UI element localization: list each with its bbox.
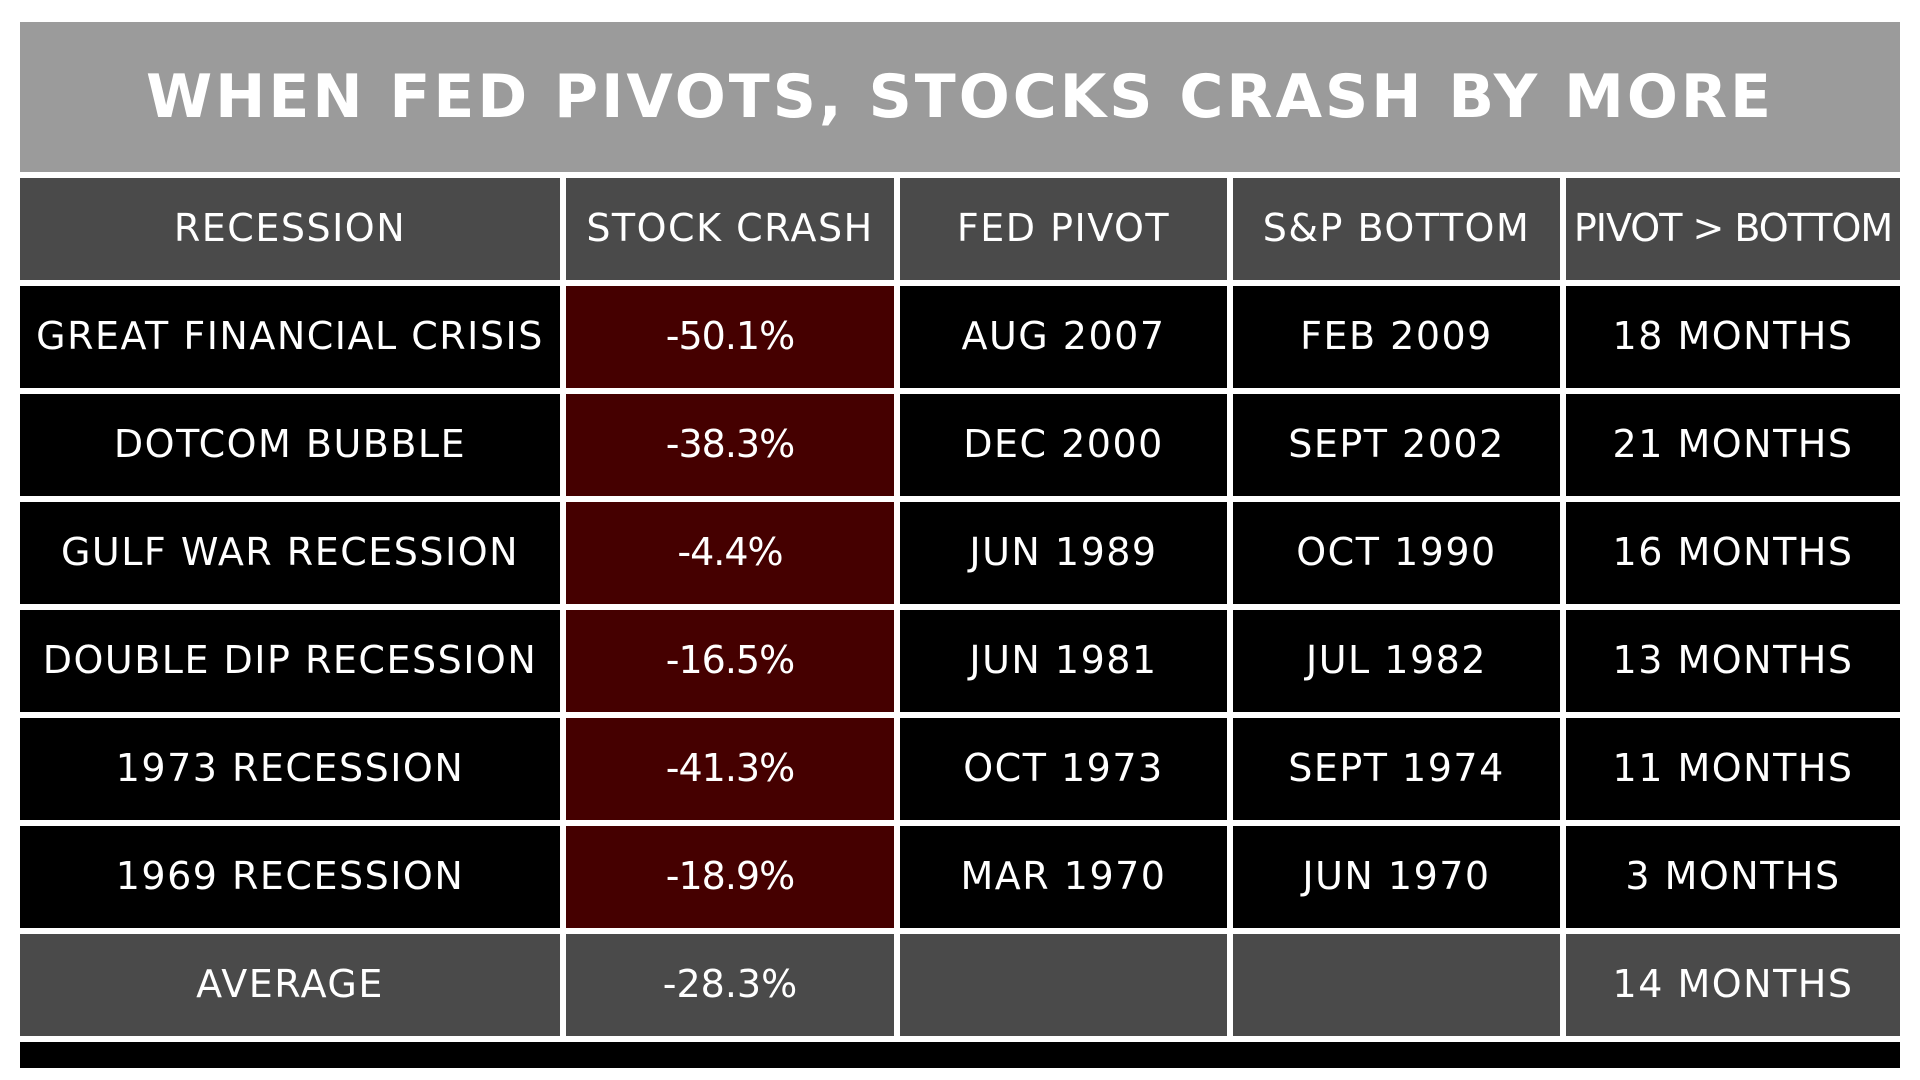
header-sp-bottom: S&P BOTTOM — [1233, 178, 1560, 280]
footer-bar — [20, 1042, 1900, 1068]
header-stock-crash: STOCK CRASH — [566, 178, 894, 280]
stock-crash-cell: -4.4% — [566, 502, 894, 604]
recession-cell: 1969 RECESSION — [20, 826, 560, 928]
average-stock-crash: -28.3% — [566, 934, 894, 1036]
fed-pivot-cell: MAR 1970 — [900, 826, 1227, 928]
recession-cell: 1973 RECESSION — [20, 718, 560, 820]
recession-cell: GREAT FINANCIAL CRISIS — [20, 286, 560, 388]
page-title: WHEN FED PIVOTS, STOCKS CRASH BY MORE — [20, 22, 1900, 172]
fed-pivot-cell: JUN 1989 — [900, 502, 1227, 604]
header-pivot-to-bottom: PIVOT > BOTTOM — [1566, 178, 1900, 280]
pivot-to-bottom-cell: 11 MONTHS — [1566, 718, 1900, 820]
fed-pivot-cell: AUG 2007 — [900, 286, 1227, 388]
sp-bottom-cell: SEPT 1974 — [1233, 718, 1560, 820]
average-label: AVERAGE — [20, 934, 560, 1036]
pivot-to-bottom-cell: 3 MONTHS — [1566, 826, 1900, 928]
sp-bottom-cell: FEB 2009 — [1233, 286, 1560, 388]
stock-crash-cell: -50.1% — [566, 286, 894, 388]
header-recession: RECESSION — [20, 178, 560, 280]
fed-pivot-cell: JUN 1981 — [900, 610, 1227, 712]
average-sp-bottom-empty — [1233, 934, 1560, 1036]
recession-cell: DOUBLE DIP RECESSION — [20, 610, 560, 712]
pivot-to-bottom-cell: 13 MONTHS — [1566, 610, 1900, 712]
table-frame: WHEN FED PIVOTS, STOCKS CRASH BY MORE RE… — [20, 22, 1900, 1068]
pivot-to-bottom-cell: 18 MONTHS — [1566, 286, 1900, 388]
average-pivot-to-bottom: 14 MONTHS — [1566, 934, 1900, 1036]
sp-bottom-cell: SEPT 2002 — [1233, 394, 1560, 496]
pivot-to-bottom-cell: 21 MONTHS — [1566, 394, 1900, 496]
stock-crash-cell: -41.3% — [566, 718, 894, 820]
average-fed-pivot-empty — [900, 934, 1227, 1036]
fed-pivot-cell: OCT 1973 — [900, 718, 1227, 820]
pivot-to-bottom-cell: 16 MONTHS — [1566, 502, 1900, 604]
stock-crash-cell: -18.9% — [566, 826, 894, 928]
stock-crash-cell: -38.3% — [566, 394, 894, 496]
fed-pivot-cell: DEC 2000 — [900, 394, 1227, 496]
recession-cell: DOTCOM BUBBLE — [20, 394, 560, 496]
stock-crash-cell: -16.5% — [566, 610, 894, 712]
sp-bottom-cell: JUN 1970 — [1233, 826, 1560, 928]
sp-bottom-cell: JUL 1982 — [1233, 610, 1560, 712]
recession-cell: GULF WAR RECESSION — [20, 502, 560, 604]
data-table: RECESSION STOCK CRASH FED PIVOT S&P BOTT… — [20, 178, 1900, 1036]
sp-bottom-cell: OCT 1990 — [1233, 502, 1560, 604]
header-fed-pivot: FED PIVOT — [900, 178, 1227, 280]
